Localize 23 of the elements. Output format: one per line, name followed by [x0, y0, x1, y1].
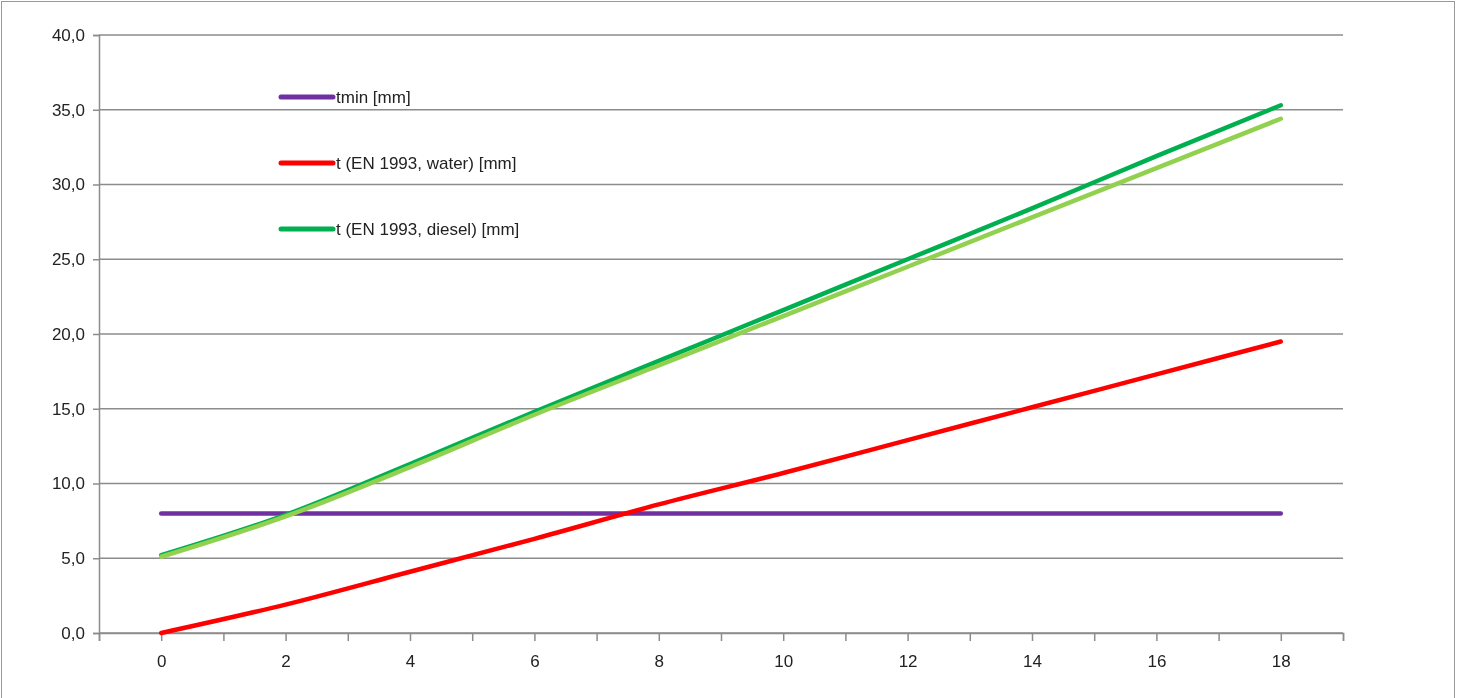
x-tick-label: 2	[281, 652, 291, 672]
y-tick-label: 30,0	[51, 175, 85, 195]
x-tick-label: 16	[1147, 652, 1167, 672]
y-tick-label: 0,0	[61, 623, 85, 643]
y-tick-label: 35,0	[51, 100, 85, 120]
y-tick-label: 20,0	[51, 324, 85, 344]
y-tick-label: 25,0	[51, 250, 85, 270]
y-tick-label: 40,0	[51, 25, 85, 45]
line-series	[158, 339, 1284, 636]
y-tick-label: 5,0	[61, 549, 85, 569]
x-tick-label: 10	[774, 652, 794, 672]
y-tick-label: 15,0	[51, 399, 85, 419]
x-tick-label: 14	[1023, 652, 1042, 672]
x-tick-label: 8	[654, 652, 665, 672]
x-tick-label: 0	[156, 652, 167, 672]
legend-label: t (EN 1993, diesel) [mm]	[336, 220, 520, 239]
x-tick-label: 6	[530, 652, 540, 672]
x-tick-label: 18	[1271, 652, 1291, 672]
x-tick-label: 4	[405, 652, 416, 672]
x-tick-label: 12	[898, 652, 918, 672]
legend-label: tmin [mm]	[336, 88, 411, 107]
legend-label: t (EN 1993, water) [mm]	[336, 154, 517, 173]
y-tick-label: 10,0	[51, 474, 85, 494]
